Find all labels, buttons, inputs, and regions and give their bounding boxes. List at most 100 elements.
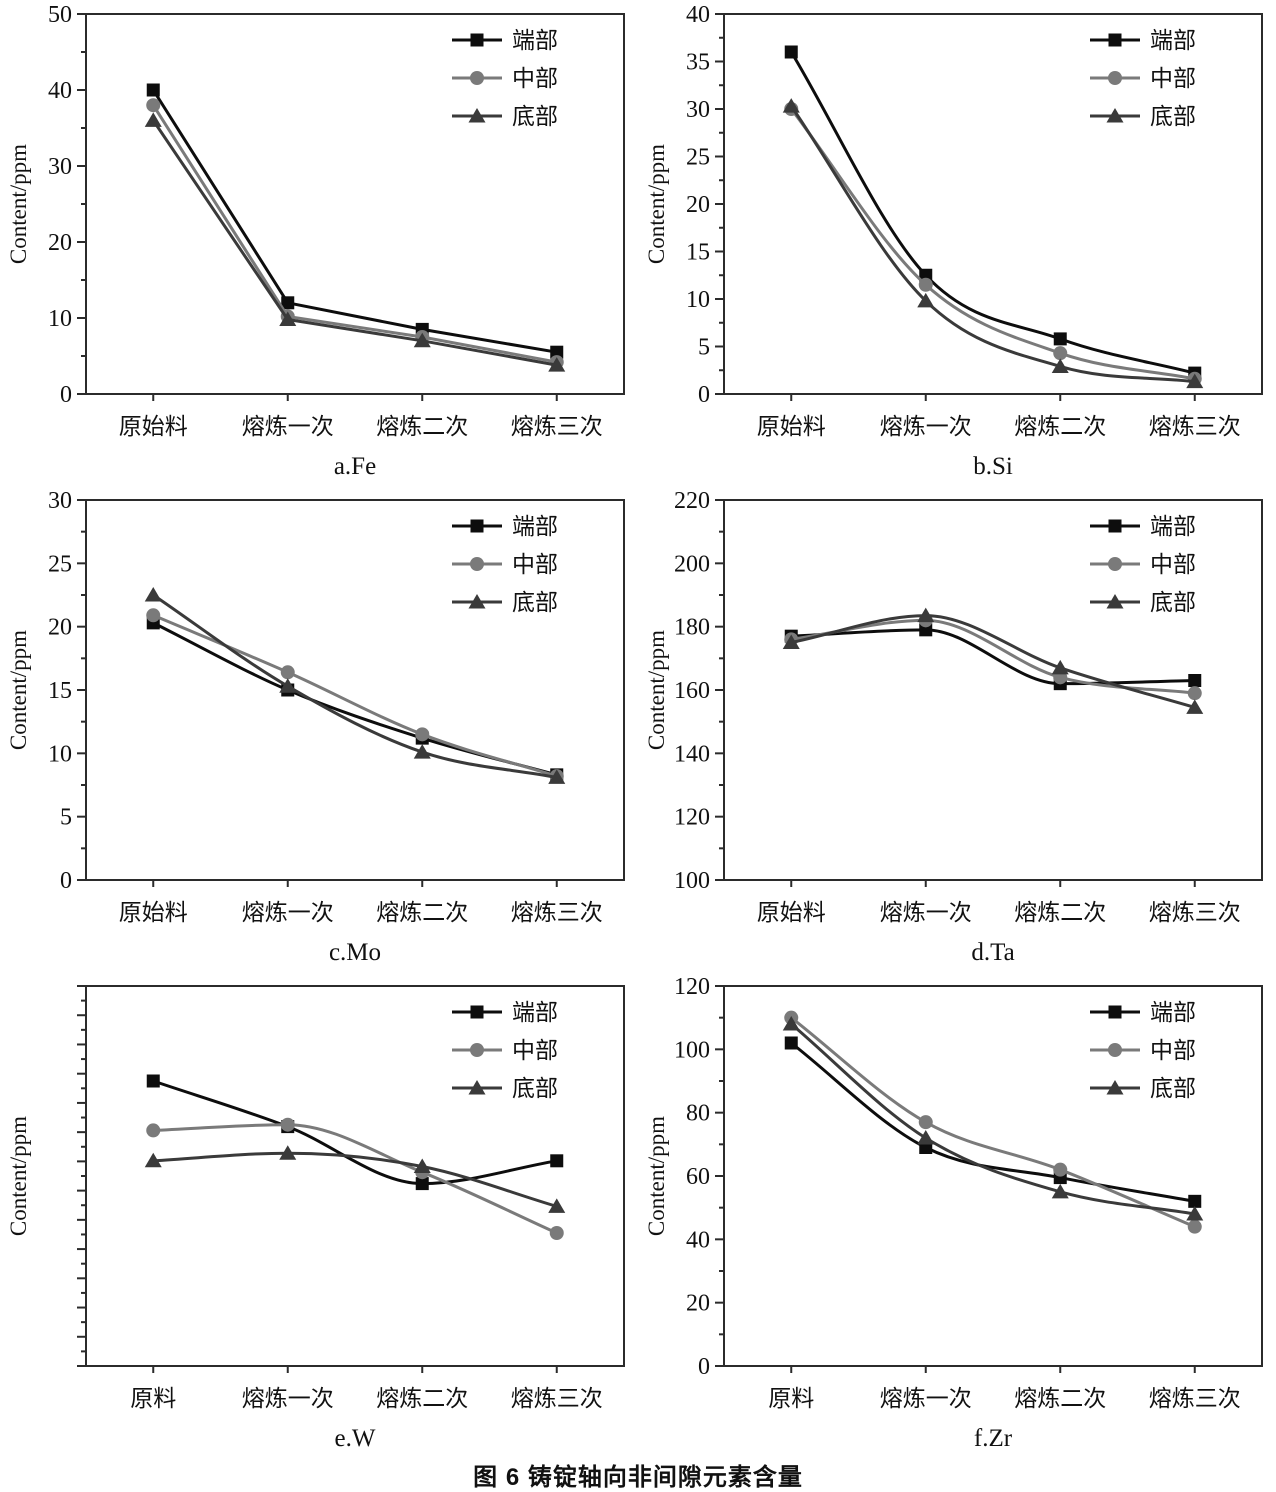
square-marker <box>470 33 484 47</box>
circle-marker <box>1053 1162 1068 1177</box>
square-marker <box>146 83 160 97</box>
y-tick-label: 30 <box>48 488 72 514</box>
y-tick-label: 10 <box>48 741 72 767</box>
y-tick-label: 0 <box>698 1354 710 1380</box>
circle-marker <box>146 1123 161 1138</box>
legend-label: 底部 <box>512 1075 558 1101</box>
series-line-square <box>789 51 1196 375</box>
circle-marker <box>470 71 484 85</box>
triangle-marker <box>1186 1206 1204 1221</box>
series-line-triangle <box>152 119 558 367</box>
subplot-title: c.Mo <box>329 939 381 966</box>
x-category-label: 原始料 <box>757 413 826 439</box>
triangle-marker <box>1186 373 1204 389</box>
series-line-triangle <box>790 105 1195 384</box>
triangle-marker <box>144 1152 162 1168</box>
legend-label: 底部 <box>512 103 558 129</box>
y-tick-label: 30 <box>686 97 710 123</box>
legend-label: 中部 <box>512 65 558 91</box>
triangle-marker <box>413 744 431 759</box>
y-tick-label: 100 <box>674 868 710 894</box>
chart-grid: 0 10 20 30 40 50 原始料 熔炼一次 熔炼二次 熔炼三次 Content/ppm a.F… <box>0 0 1276 1458</box>
chart-f-zr: 0 20 40 60 80 100 120 原料 熔炼一次 熔炼二次 熔炼三次 Content/ppm… <box>638 972 1276 1458</box>
legend-label: 底部 <box>1150 1075 1196 1101</box>
subplot-title: e.W <box>335 1425 376 1452</box>
y-tick-label: 50 <box>48 2 72 28</box>
y-tick-label: 120 <box>674 974 710 1000</box>
square-marker <box>1108 1005 1122 1019</box>
y-tick-label: 30 <box>48 154 72 180</box>
x-category-label: 熔炼一次 <box>242 899 334 925</box>
circle-marker <box>280 665 295 680</box>
legend-label: 中部 <box>1150 551 1196 577</box>
y-tick-label: 20 <box>48 230 72 256</box>
y-tick-label: 10 <box>686 287 710 313</box>
chart-e-w: 原料 熔炼一次 熔炼二次 熔炼三次 Content/ppm e.W 端部 中部 底部 <box>0 972 638 1458</box>
circle-marker <box>1053 346 1068 361</box>
x-category-label: 熔炼二次 <box>376 413 468 439</box>
x-category-label: 熔炼二次 <box>376 1385 468 1411</box>
square-marker <box>919 268 933 282</box>
y-tick-label: 220 <box>674 488 710 514</box>
circle-marker <box>415 727 430 742</box>
square-marker <box>470 519 484 533</box>
series-line-square <box>152 1079 558 1186</box>
series-line-circle <box>790 1016 1196 1229</box>
legend-label: 底部 <box>1150 589 1196 615</box>
series-line-circle <box>152 613 558 778</box>
circle-marker <box>1108 557 1122 571</box>
triangle-marker <box>279 678 297 693</box>
chart-a-fe: 0 10 20 30 40 50 原始料 熔炼一次 熔炼二次 熔炼三次 Content/ppm a.F… <box>0 0 638 486</box>
x-category-label: 熔炼二次 <box>376 899 468 925</box>
square-marker <box>146 1074 160 1088</box>
x-category-label: 原料 <box>768 1385 814 1411</box>
subplot-title: b.Si <box>973 453 1013 480</box>
circle-marker <box>146 608 161 623</box>
x-category-label: 原料 <box>130 1385 176 1411</box>
chart-a-fe-canvas: 0 10 20 30 40 50 原始料 熔炼一次 熔炼二次 熔炼三次 Content/ppm a.F… <box>6 2 625 480</box>
y-tick-label: 25 <box>48 551 72 577</box>
triangle-marker <box>548 769 566 784</box>
triangle-marker <box>413 332 431 348</box>
x-category-label: 熔炼三次 <box>1149 413 1241 439</box>
circle-marker <box>146 98 161 113</box>
triangle-marker <box>1186 699 1204 714</box>
legend-label: 端部 <box>1150 27 1196 53</box>
circle-marker <box>470 1043 484 1057</box>
legend-label: 底部 <box>512 589 558 615</box>
y-tick-label: 5 <box>60 805 72 831</box>
triangle-marker <box>782 98 800 113</box>
y-tick-label: 200 <box>674 551 710 577</box>
triangle-marker <box>144 587 162 602</box>
chart-c-mo: 0 5 10 15 20 25 30 原始料 熔炼一次 熔炼二次 熔炼三次 Content/ppm c.… <box>0 486 638 972</box>
triangle-marker <box>144 112 162 127</box>
chart-b-si-canvas: 0 5 10 15 20 25 30 35 40 原始料 熔炼一次 熔炼二次 熔炼三次 Content/p… <box>644 2 1263 480</box>
y-axis-title: Content/ppm <box>6 630 31 750</box>
square-marker <box>550 1154 564 1168</box>
circle-marker <box>1108 71 1122 85</box>
x-category-label: 熔炼一次 <box>242 1385 334 1411</box>
square-marker <box>1108 33 1122 47</box>
figure-caption: 图 6 铸锭轴向非间隙元素含量 <box>473 1464 803 1491</box>
chart-d-ta-canvas: 100 120 140 160 180 200 220 原始料 熔炼一次 熔炼二次 熔炼三次 Cont… <box>644 488 1263 966</box>
triangle-marker <box>917 292 935 308</box>
subplot-title: d.Ta <box>971 939 1014 966</box>
triangle-marker <box>1051 1183 1069 1199</box>
y-tick-label: 80 <box>686 1101 710 1127</box>
y-axis-title: Content/ppm <box>644 1116 669 1236</box>
series-line-circle <box>151 104 558 364</box>
y-tick-label: 10 <box>48 306 72 332</box>
x-category-label: 熔炼三次 <box>1149 899 1241 925</box>
triangle-marker <box>1051 659 1069 675</box>
y-tick-label: 40 <box>686 1227 710 1253</box>
y-tick-label: 15 <box>48 678 72 704</box>
circle-marker <box>918 277 933 292</box>
triangle-marker <box>782 1016 800 1031</box>
y-tick-label: 40 <box>686 2 710 28</box>
series-line-triangle <box>790 1022 1195 1216</box>
triangle-marker <box>468 1080 486 1095</box>
triangle-marker <box>468 594 486 609</box>
legend-label: 端部 <box>1150 999 1196 1025</box>
circle-marker <box>1187 686 1202 701</box>
